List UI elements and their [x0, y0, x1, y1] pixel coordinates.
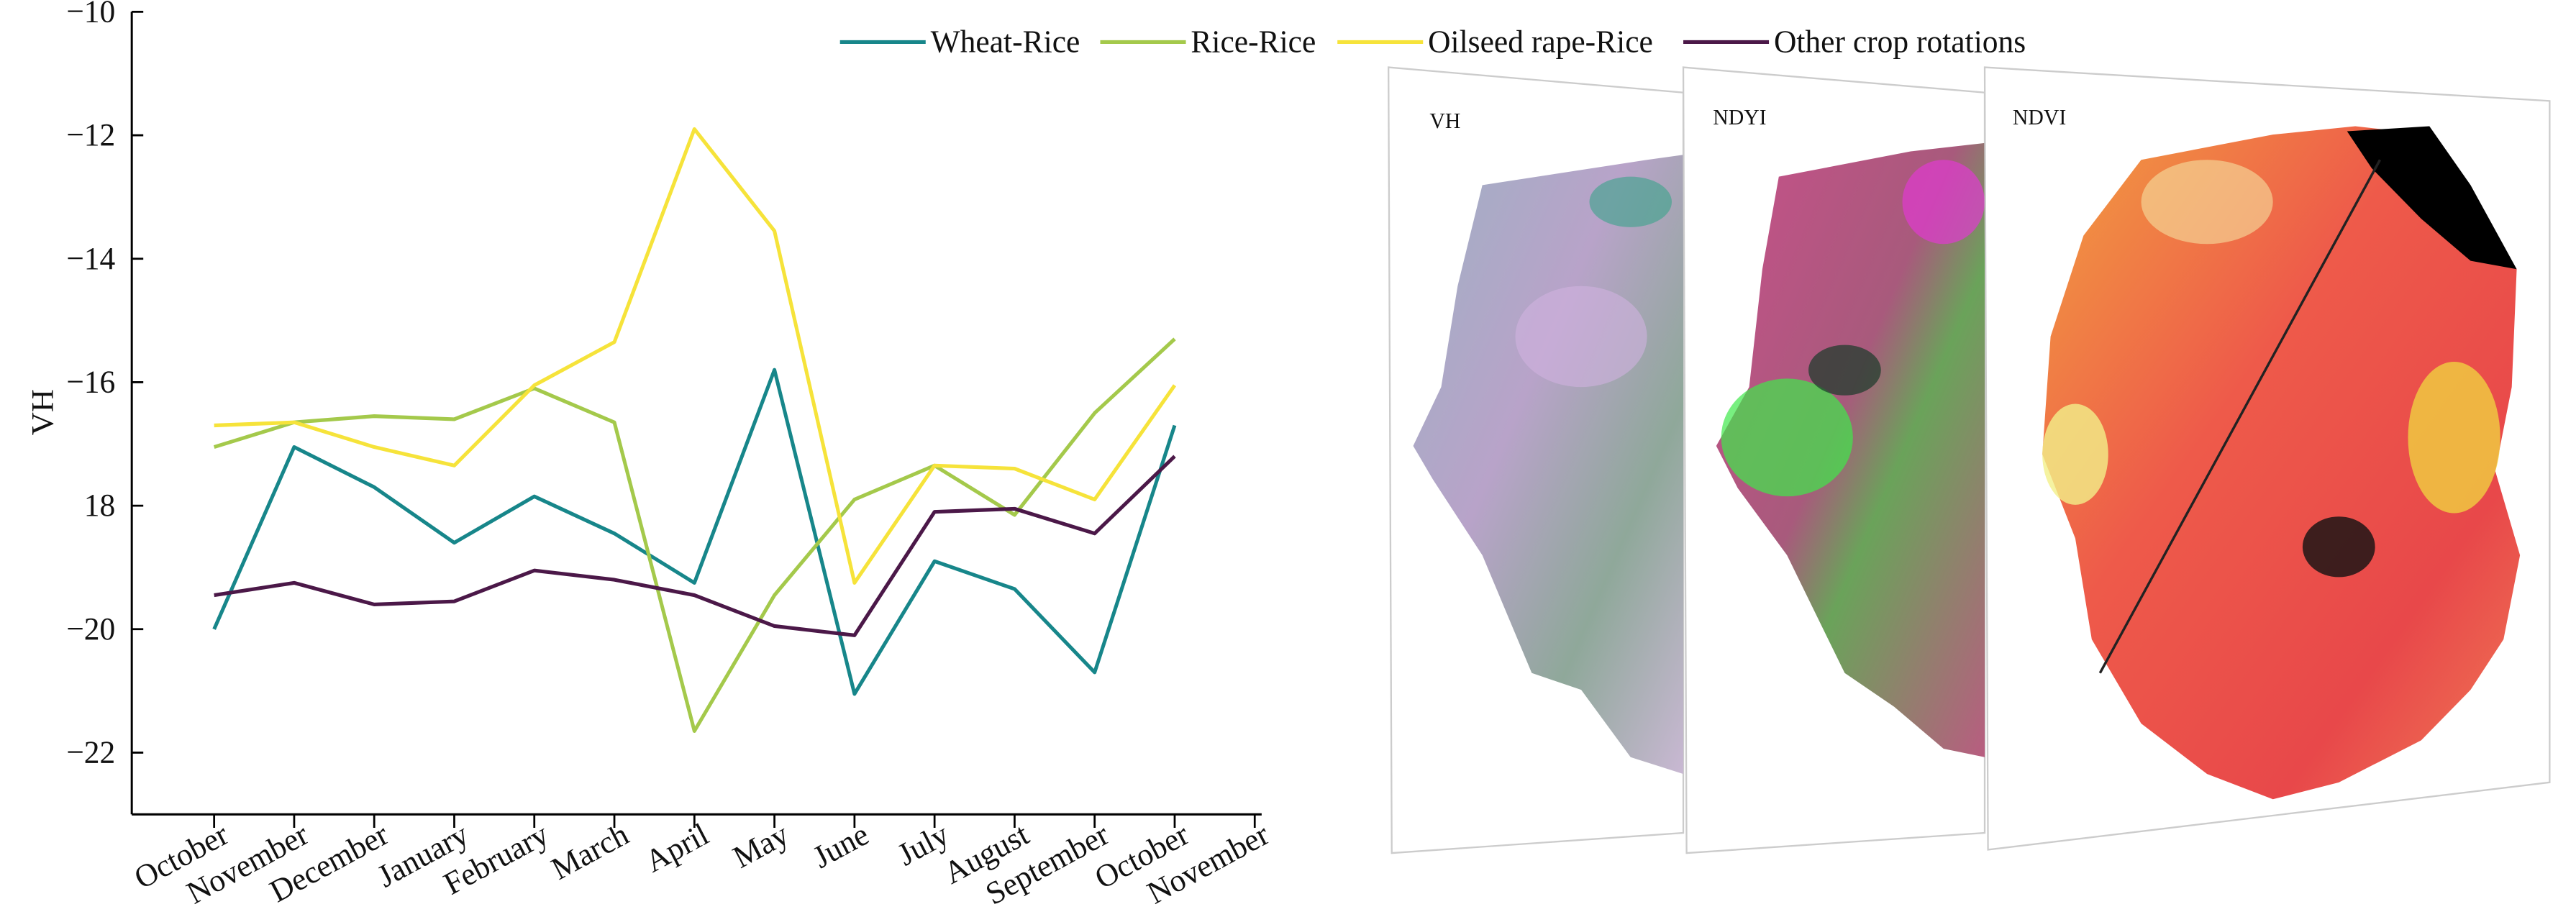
y-tick-label: −14: [66, 240, 115, 276]
panel-label: NDVI: [2013, 105, 2066, 129]
map-texture: [2408, 361, 2500, 514]
panel-label: VH: [1429, 109, 1460, 133]
map-panels: VH NDYI NDVI: [1388, 66, 2551, 854]
legend-label: Oilseed rape-Rice: [1428, 24, 1653, 60]
series-line: [212, 368, 1177, 696]
legend-label: Other crop rotations: [1774, 24, 2026, 60]
map-water: [2347, 126, 2517, 270]
map-texture: [1808, 345, 1881, 396]
series-line: [214, 127, 1177, 585]
y-tick-label: 18: [84, 488, 115, 524]
map-texture: [1902, 160, 1985, 245]
map-texture: [1589, 176, 1672, 227]
x-tick-label: April: [640, 816, 714, 880]
x-tick-label: June: [807, 816, 874, 875]
map-texture: [2042, 403, 2108, 505]
map-ndvi: [2042, 126, 2521, 800]
map-texture: [2141, 160, 2273, 245]
panel-label: NDYI: [1713, 105, 1766, 129]
x-tick-label: May: [727, 816, 794, 875]
y-tick-label: −22: [66, 734, 115, 770]
x-tick-label: March: [546, 816, 634, 887]
legend-label: Rice-Rice: [1191, 24, 1316, 60]
legend-label: Wheat-Rice: [931, 24, 1080, 60]
y-tick-label: −20: [66, 611, 115, 647]
y-tick-label: −10: [66, 0, 115, 29]
map-texture: [1515, 286, 1647, 388]
map-road: [2098, 159, 2382, 674]
y-axis-label: VH: [25, 389, 60, 435]
y-tick-label: −12: [66, 117, 115, 153]
y-tick-label: −16: [66, 364, 115, 400]
map-texture: [1721, 378, 1853, 497]
series-line: [213, 337, 1176, 733]
map-texture: [2302, 516, 2375, 578]
series-line: [214, 455, 1176, 637]
